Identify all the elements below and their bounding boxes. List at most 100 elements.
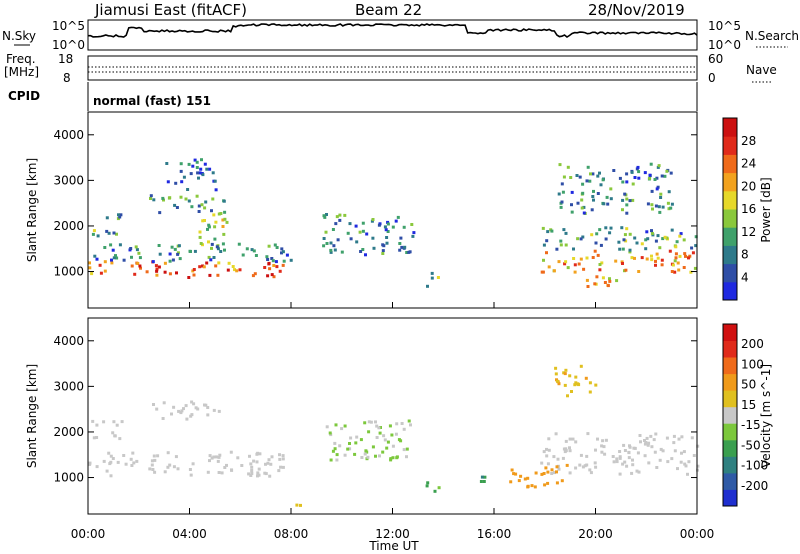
power-cell [210,209,213,213]
power-cell [663,235,667,239]
power-cell [199,242,203,245]
x-tick-label: 16:00 [477,527,512,541]
power-cell [324,230,328,234]
velocity-cell [163,470,167,474]
power-cell [656,185,660,189]
power-cell [648,176,652,180]
velocity-cell [676,467,679,471]
power-cell [110,261,114,265]
power-cell [112,231,116,235]
power-cell [96,234,100,238]
velocity-cell [281,457,285,461]
velocity-cell [680,435,684,439]
velocity-cell [264,462,267,466]
y-tick-label: 4000 [53,128,84,142]
power-cell [226,268,230,272]
power-cell [644,247,648,251]
velocity-cell [643,442,647,446]
power-cell [679,232,683,236]
power-cell [361,221,365,225]
power-cell [405,251,409,254]
power-cell [633,236,637,240]
power-cell [103,260,107,264]
colorbar-swatch [723,472,737,490]
power-cell [675,240,679,244]
power-cell [670,202,674,206]
velocity-cell [118,437,122,441]
velocity-cell [371,445,375,449]
power-cell [676,261,680,265]
velocity-cell [208,454,212,458]
velocity-cell [382,434,386,438]
power-cell [213,237,217,241]
power-cell [640,256,644,260]
power-cell [658,246,662,250]
velocity-cell [257,467,261,471]
power-cell [207,255,211,259]
velocity-cell [217,471,221,474]
power-cell [165,162,169,165]
power-cell [103,269,107,273]
y-tick-label: 3000 [53,379,84,393]
power-cell [410,223,414,226]
power-cell [682,266,686,269]
velocity-cell [596,437,599,441]
power-cell [175,206,179,209]
velocity-cell [122,454,126,457]
power-cell [398,242,402,245]
power-cell [149,197,152,200]
velocity-colorbar-label: Velocity [m s^-1] [759,364,773,468]
power-cell [577,262,581,266]
power-cell [118,215,122,219]
velocity-cell [338,444,342,448]
colorbar-swatch [723,281,737,301]
power-cell [688,254,692,258]
power-cell [596,174,600,178]
power-cell [633,176,637,179]
power-cell [601,276,605,280]
power-cell [381,252,385,255]
power-cell [179,162,183,166]
power-cell [188,249,192,253]
colorbar-tick-label: 24 [741,157,756,171]
velocity-cell [561,456,565,460]
power-cell [193,158,197,162]
x-tick-label: 04:00 [172,527,207,541]
colorbar-swatch [723,172,737,192]
velocity-cell [214,455,218,459]
power-cell [338,213,342,217]
velocity-cell [217,409,221,413]
nave-label: Nave [746,63,777,77]
colorbar-swatch [723,209,737,228]
y-tick-label: 2000 [53,425,84,439]
power-cell [158,211,162,215]
power-cell [566,165,570,169]
power-cell [654,259,657,263]
power-cell [621,208,624,212]
velocity-cell [109,474,113,478]
velocity-cell [184,404,188,408]
velocity-colorbar: 200 100 50 15 -15 -50 -100 -200 [722,323,768,507]
power-cell [200,203,204,207]
power-cell [386,220,390,224]
power-cell [238,268,242,272]
velocity-cell [563,383,567,387]
velocity-cell [185,417,189,421]
velocity-cell [637,470,641,474]
power-cell [660,174,664,178]
power-cell [130,255,133,259]
power-cell [591,195,595,198]
power-cell [650,254,653,258]
power-cell [115,232,118,236]
velocity-cell [544,466,548,470]
power-cell [622,238,626,242]
velocity-cell [223,466,227,469]
power-cell [654,263,657,267]
power-cell [118,243,122,247]
velocity-cell [542,472,546,475]
velocity-cell [258,452,262,456]
power-cell [592,198,595,202]
velocity-cell [236,456,240,460]
velocity-cell [556,379,559,383]
